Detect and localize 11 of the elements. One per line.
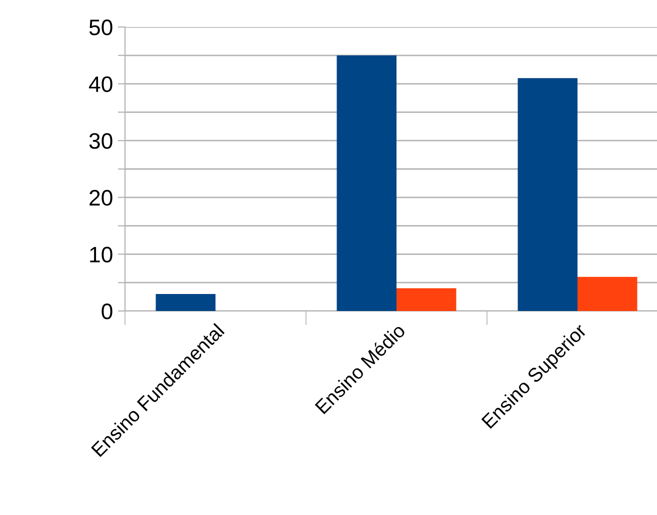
y-tick-label: 40 xyxy=(88,76,112,92)
y-tick-label: 50 xyxy=(89,20,112,36)
y-tick-label: 20 xyxy=(90,190,112,206)
y-tick-label: 0 xyxy=(102,304,112,320)
y-tick-label: 30 xyxy=(89,133,112,149)
bar xyxy=(336,55,396,311)
bar xyxy=(518,78,578,311)
bar xyxy=(396,288,456,311)
bar xyxy=(156,294,216,311)
bar xyxy=(578,276,638,311)
y-tick-label: 10 xyxy=(90,246,112,262)
